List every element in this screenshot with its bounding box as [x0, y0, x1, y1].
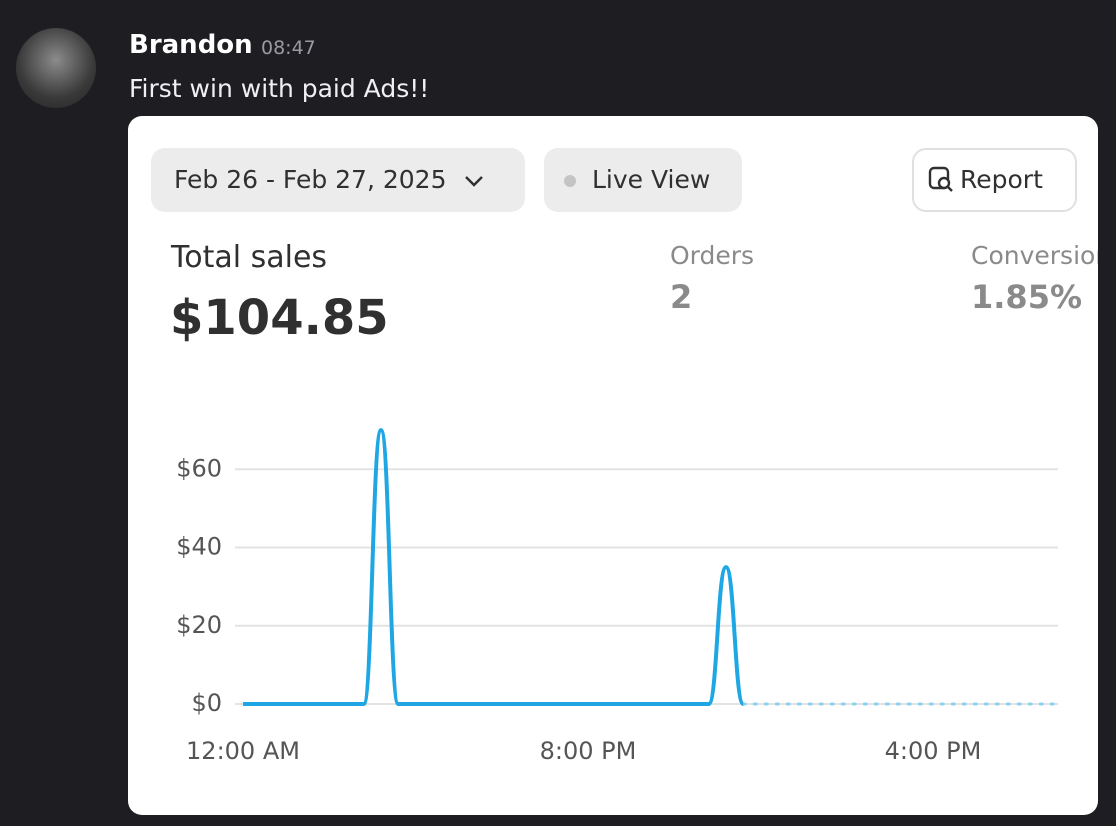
chart: $0 $20 $40 $60 12:00 AM 8:00 PM 4:00 PM — [176, 428, 1058, 765]
live-view-button[interactable]: Live View — [544, 148, 742, 212]
status-dot — [564, 175, 576, 187]
y-tick-label: $40 — [176, 533, 222, 561]
avatar[interactable] — [16, 28, 96, 108]
y-tick-label: $0 — [191, 689, 222, 717]
metric-label: Total sales — [171, 240, 328, 275]
report-icon — [928, 166, 953, 192]
live-view-label: Live View — [592, 165, 711, 194]
report-button[interactable]: Report — [912, 148, 1077, 212]
x-tick-label: 12:00 AM — [186, 737, 300, 765]
report-label: Report — [960, 165, 1043, 194]
x-tick-label: 4:00 PM — [885, 737, 982, 765]
chevron — [465, 176, 484, 187]
sales-line — [242, 428, 746, 707]
metric-label: Conversion — [971, 241, 1098, 270]
y-tick-label: $60 — [176, 454, 222, 482]
metric-label: Orders — [670, 241, 755, 270]
message-text: First win with paid Ads!! — [129, 74, 430, 103]
author[interactable]: Brandon — [129, 30, 253, 60]
metric-value: 2 — [670, 278, 693, 316]
timestamp: 08:47 — [261, 37, 316, 59]
metric-value: 1.85% — [971, 278, 1083, 316]
metric-value: $104.85 — [170, 290, 389, 346]
analytics-card: Feb 26 - Feb 27, 2025 Live View Report T… — [128, 116, 1098, 815]
date-picker[interactable]: Feb 26 - Feb 27, 2025 — [151, 148, 525, 212]
x-tick-label: 8:00 PM — [540, 737, 637, 765]
y-tick-label: $20 — [176, 611, 222, 639]
date-range: Feb 26 - Feb 27, 2025 — [174, 165, 447, 194]
